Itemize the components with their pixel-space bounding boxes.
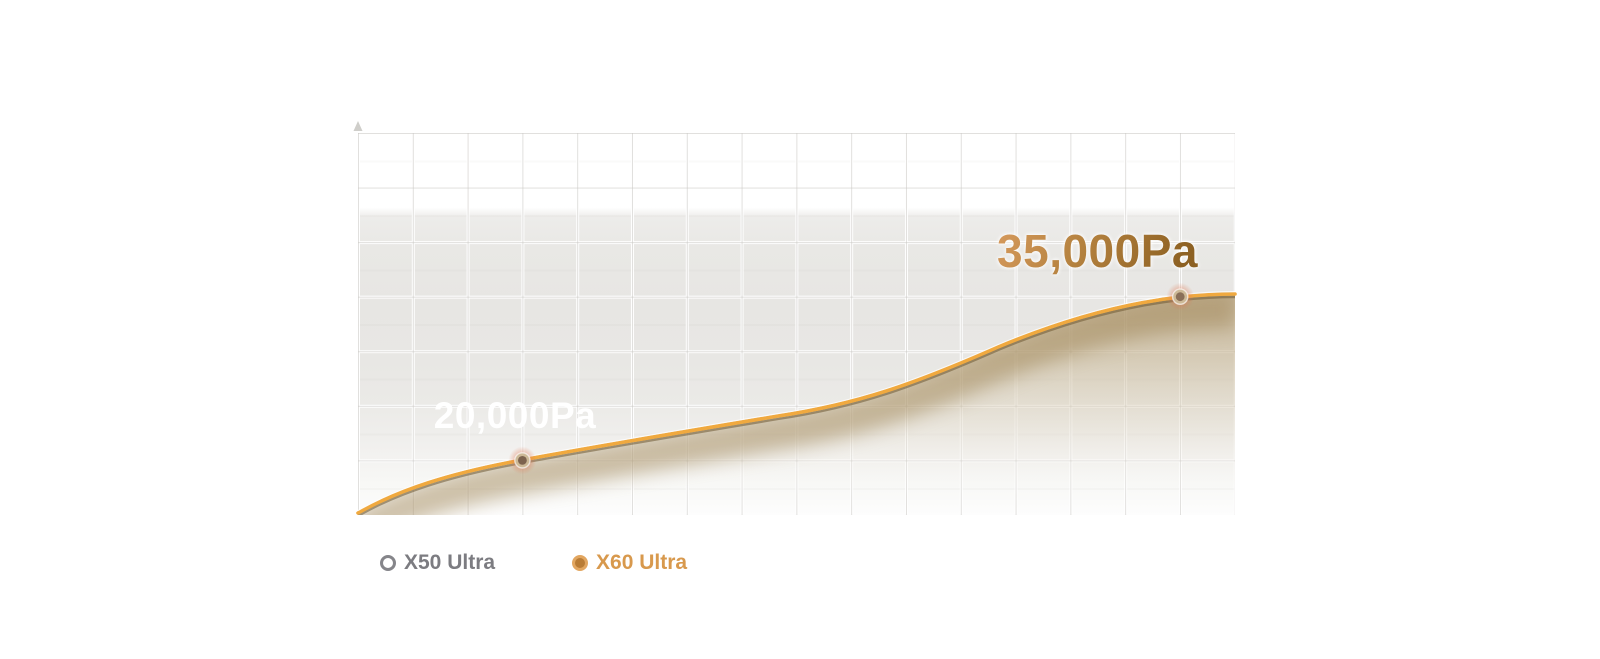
legend-item-x50-ultra[interactable]: X50 Ultra: [380, 549, 495, 577]
chart-plot-area: 20,000Pa 35,000Pa: [353, 121, 1237, 515]
label-20000pa: 20,000Pa: [434, 395, 596, 436]
marker-center: [1175, 292, 1185, 302]
marker-center: [518, 456, 527, 465]
y-axis-arrow-icon: [353, 121, 363, 131]
x60-area-shading: [358, 294, 1235, 515]
legend-label-x50: X50 Ultra: [404, 551, 496, 574]
legend-label-x60: X60 Ultra: [596, 551, 688, 574]
data-point-20000pa[interactable]: [508, 446, 537, 475]
x60-curve-highlight: [357, 291, 1236, 512]
open-circle-icon: [380, 555, 396, 571]
chart-legend: X50 Ultra X60 Ultra: [380, 549, 687, 577]
label-35000pa: 35,000Pa: [997, 225, 1198, 277]
chart-canvas: 20,000Pa 35,000Pa: [353, 121, 1237, 515]
legend-item-x60-ultra[interactable]: X60 Ultra: [572, 549, 687, 577]
x60-curve: [356, 292, 1237, 515]
filled-circle-icon: [572, 555, 589, 571]
data-point-35000pa[interactable]: [1166, 282, 1195, 311]
